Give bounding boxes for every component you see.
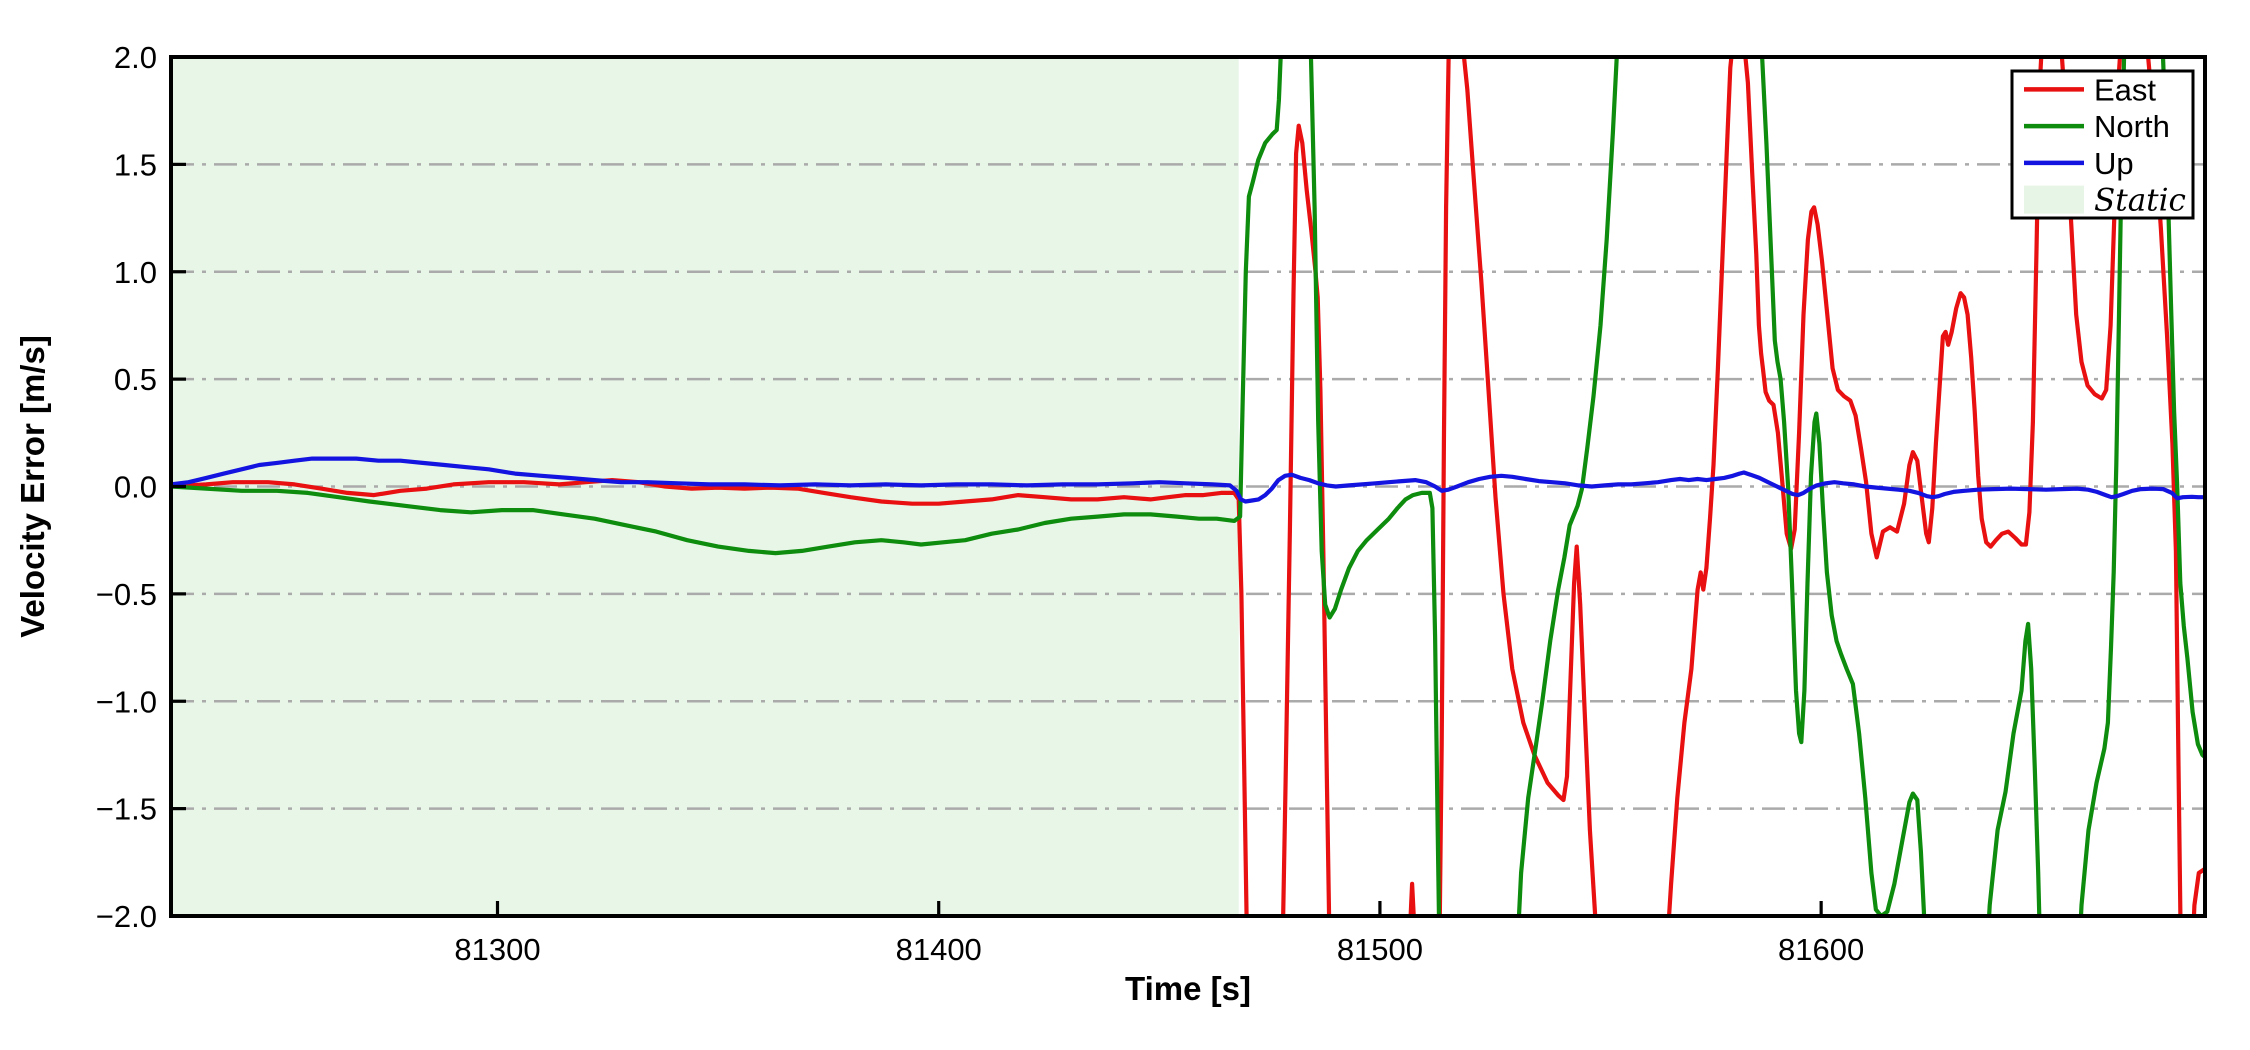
- x-tick-label: 81400: [896, 932, 982, 967]
- x-tick-label: 81500: [1337, 932, 1423, 967]
- legend-label-north: North: [2094, 109, 2170, 144]
- y-tick-label: −1.5: [96, 792, 157, 827]
- x-tick-label: 81300: [454, 932, 540, 967]
- series-line-up: [171, 456, 2205, 504]
- y-axis-label: Velocity Error [m/s]: [14, 335, 51, 638]
- series-line-east: [171, 57, 2205, 916]
- legend-label-up: Up: [2094, 146, 2134, 181]
- x-tick-label: 81600: [1778, 932, 1864, 967]
- y-tick-label: −0.5: [96, 577, 157, 612]
- legend-label-east: East: [2094, 72, 2156, 107]
- series-line-north: [171, 57, 2205, 916]
- y-tick-label: −1.0: [96, 684, 157, 719]
- y-tick-label: 0.5: [114, 362, 157, 397]
- y-tick-label: 1.0: [114, 255, 157, 290]
- y-tick-label: 0.0: [114, 470, 157, 505]
- y-tick-label: 1.5: [114, 147, 157, 182]
- y-tick-label: −2.0: [96, 899, 157, 934]
- tick-layer: 2.0 1.5 1.0 0.5 0.0 −0.5 −1.0 −1.5 −2.0 81300 8140…: [96, 40, 1864, 967]
- series-layer: [171, 57, 2205, 916]
- legend-label-static: Static: [2094, 183, 2186, 219]
- x-axis-label: Time [s]: [1125, 970, 1251, 1007]
- y-tick-label: 2.0: [114, 40, 157, 75]
- legend-patch-static: [2024, 185, 2084, 214]
